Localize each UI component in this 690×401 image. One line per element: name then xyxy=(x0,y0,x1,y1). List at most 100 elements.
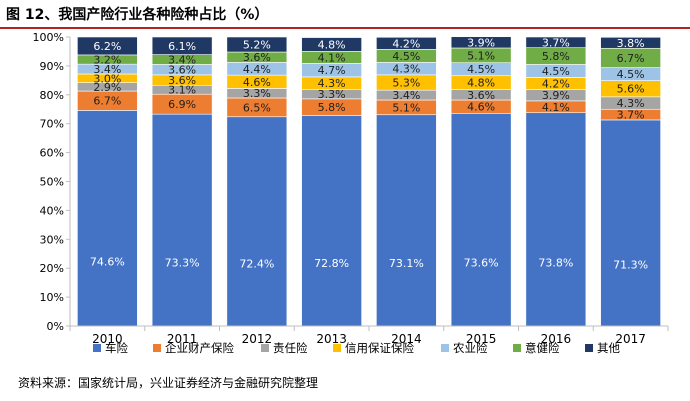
data-label: 3.4% xyxy=(168,54,196,67)
data-label: 3.7% xyxy=(617,109,645,122)
legend-label: 农业险 xyxy=(453,341,488,355)
bar-segment xyxy=(151,113,213,327)
x-tick-label: 2011 xyxy=(167,332,198,346)
y-tick-label: 90% xyxy=(40,60,64,73)
legend-label: 其他 xyxy=(597,341,620,355)
bar-segment xyxy=(525,112,587,327)
data-label: 4.5% xyxy=(542,65,570,78)
x-tick-label: 2010 xyxy=(92,332,123,346)
legend-swatch xyxy=(585,344,593,352)
y-tick-label: 80% xyxy=(40,89,64,102)
data-label: 3.9% xyxy=(467,36,495,49)
bar-segment xyxy=(226,36,288,53)
data-label: 3.8% xyxy=(617,37,645,50)
data-label: 6.9% xyxy=(168,98,196,111)
data-label: 73.1% xyxy=(389,257,424,270)
bar-segment xyxy=(77,110,138,327)
data-label: 72.4% xyxy=(239,257,274,270)
x-tick-label: 2012 xyxy=(242,332,273,346)
bar-segment xyxy=(301,37,362,52)
bar-segment xyxy=(151,36,213,55)
data-label: 4.3% xyxy=(617,97,645,110)
data-label: 3.6% xyxy=(168,74,196,87)
y-tick-label: 0% xyxy=(47,320,64,333)
data-label: 4.5% xyxy=(467,63,495,76)
y-axis: 0% 10% 20% 30% 40% 50% 60% 70% 80% 90% 100% xyxy=(33,31,71,333)
data-label: 4.6% xyxy=(467,101,495,114)
data-label: 4.1% xyxy=(542,101,570,114)
data-label: 71.3% xyxy=(613,258,648,271)
data-label: 2.9% xyxy=(93,81,121,94)
data-label: 6.5% xyxy=(243,101,271,114)
data-label: 73.8% xyxy=(538,256,573,269)
data-label: 4.5% xyxy=(392,50,420,63)
y-tick-label: 100% xyxy=(33,31,64,44)
bar-segment xyxy=(226,116,288,327)
data-label: 74.6% xyxy=(90,256,125,269)
data-label: 4.1% xyxy=(318,51,346,64)
data-label: 3.2% xyxy=(93,54,121,67)
data-label: 5.2% xyxy=(243,39,271,52)
legend-swatch xyxy=(441,344,449,352)
x-tick-label: 2014 xyxy=(391,332,422,346)
data-label: 4.6% xyxy=(243,76,271,89)
title-rule xyxy=(0,27,690,29)
legend-swatch xyxy=(93,344,101,352)
data-label: 4.3% xyxy=(392,63,420,76)
y-tick-label: 60% xyxy=(40,147,64,160)
legend-label: 企业财产保险 xyxy=(165,341,234,355)
bar-segment xyxy=(301,115,362,327)
data-label: 5.3% xyxy=(392,77,420,90)
data-label: 4.7% xyxy=(318,64,346,77)
data-label: 73.6% xyxy=(464,256,499,269)
x-tick-label: 2017 xyxy=(615,332,646,346)
data-label: 3.7% xyxy=(542,36,570,49)
y-tick-label: 10% xyxy=(40,291,64,304)
x-tick-label: 2015 xyxy=(466,332,497,346)
legend: 车险 企业财产保险 责任险 信用保证保险 农业险 意健险 其他 xyxy=(93,341,620,355)
data-label: 3.6% xyxy=(467,89,495,102)
y-tick-label: 30% xyxy=(40,233,64,246)
data-label: 4.4% xyxy=(243,63,271,76)
data-label: 6.1% xyxy=(168,40,196,53)
bar-segment xyxy=(376,36,437,50)
data-label: 4.8% xyxy=(467,77,495,90)
legend-swatch xyxy=(333,344,341,352)
data-label: 5.1% xyxy=(392,101,420,114)
bar-segment xyxy=(450,112,512,327)
data-label: 4.3% xyxy=(318,77,346,90)
data-label: 3.3% xyxy=(243,87,271,100)
data-label: 5.1% xyxy=(467,49,495,62)
y-tick-label: 40% xyxy=(40,204,64,217)
data-label: 6.2% xyxy=(93,40,121,53)
bar-stacks: 74.6%6.7%2.9%3.0%3.4%3.2%6.2%73.3%6.9%3.… xyxy=(77,36,661,327)
bar-segment xyxy=(600,119,661,327)
bar-segment xyxy=(450,36,512,49)
data-label: 3.6% xyxy=(168,64,196,77)
data-label: 5.6% xyxy=(617,83,645,96)
legend-label: 车险 xyxy=(105,341,128,355)
bar-segment xyxy=(525,36,587,48)
data-label: 6.7% xyxy=(617,52,645,65)
y-tick-label: 50% xyxy=(40,176,64,189)
data-label: 4.5% xyxy=(617,68,645,81)
y-tick-label: 70% xyxy=(40,118,64,131)
legend-swatch xyxy=(513,344,521,352)
data-label: 6.7% xyxy=(93,95,121,108)
bar-segment xyxy=(600,36,661,49)
data-label: 3.9% xyxy=(542,89,570,102)
data-label: 72.8% xyxy=(314,257,349,270)
figure-title: 图 12、我国产险行业各种险种占比（%） xyxy=(6,7,269,23)
y-tick-label: 20% xyxy=(40,262,64,275)
data-label: 3.0% xyxy=(93,72,121,85)
data-label: 3.4% xyxy=(392,89,420,102)
legend-swatch xyxy=(153,344,161,352)
data-label: 4.8% xyxy=(318,39,346,52)
data-label: 4.2% xyxy=(542,78,570,91)
legend-label: 信用保证保险 xyxy=(345,341,414,355)
x-tick-label: 2016 xyxy=(541,332,572,346)
x-tick-label: 2013 xyxy=(316,332,347,346)
source-note: 资料来源：国家统计局，兴业证券经济与金融研究院整理 xyxy=(18,376,319,390)
bar-segment xyxy=(376,114,437,327)
data-label: 3.6% xyxy=(243,51,271,64)
